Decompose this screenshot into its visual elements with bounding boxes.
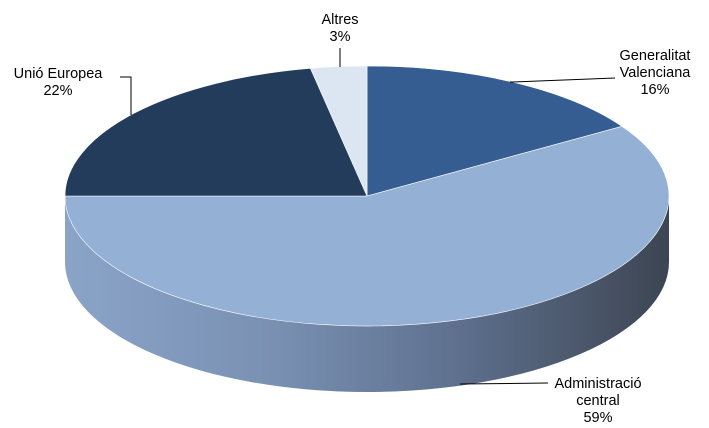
pie-slice-3: [309, 65, 368, 197]
leader-line-0: [510, 77, 616, 83]
slice-label-2: Unió Europea 22%: [14, 66, 104, 99]
slice-value-label: 3%: [330, 29, 351, 45]
slice-name-label: Unió Europea: [14, 66, 104, 82]
pie-top-layer: [64, 65, 670, 327]
slice-label-3: Altres 3%: [321, 12, 358, 45]
leader-line-1: [459, 382, 549, 385]
pie-side-layer: [65, 196, 669, 392]
leader-line-2: [120, 76, 132, 115]
slice-label-1: Administració central 59%: [554, 376, 641, 426]
pie-slice-1: [64, 126, 670, 327]
slice-name-label: Generalitat: [620, 48, 691, 64]
pie-slice-2: [64, 67, 368, 197]
slice-name-label: Altres: [321, 12, 358, 28]
slice-name-label: Administració: [554, 376, 641, 392]
slice-name-label: Valenciana: [620, 65, 692, 81]
slice-label-0: Generalitat Valenciana 16%: [620, 48, 692, 98]
slice-value-label: 59%: [583, 410, 612, 426]
slice-value-label: 22%: [43, 83, 72, 99]
pie-labels-layer: Generalitat Valenciana 16% Administració cen…: [14, 12, 692, 426]
slice-name-label: central: [576, 393, 620, 409]
slice-value-label: 16%: [640, 82, 669, 98]
pie-side-wall: [65, 196, 669, 392]
